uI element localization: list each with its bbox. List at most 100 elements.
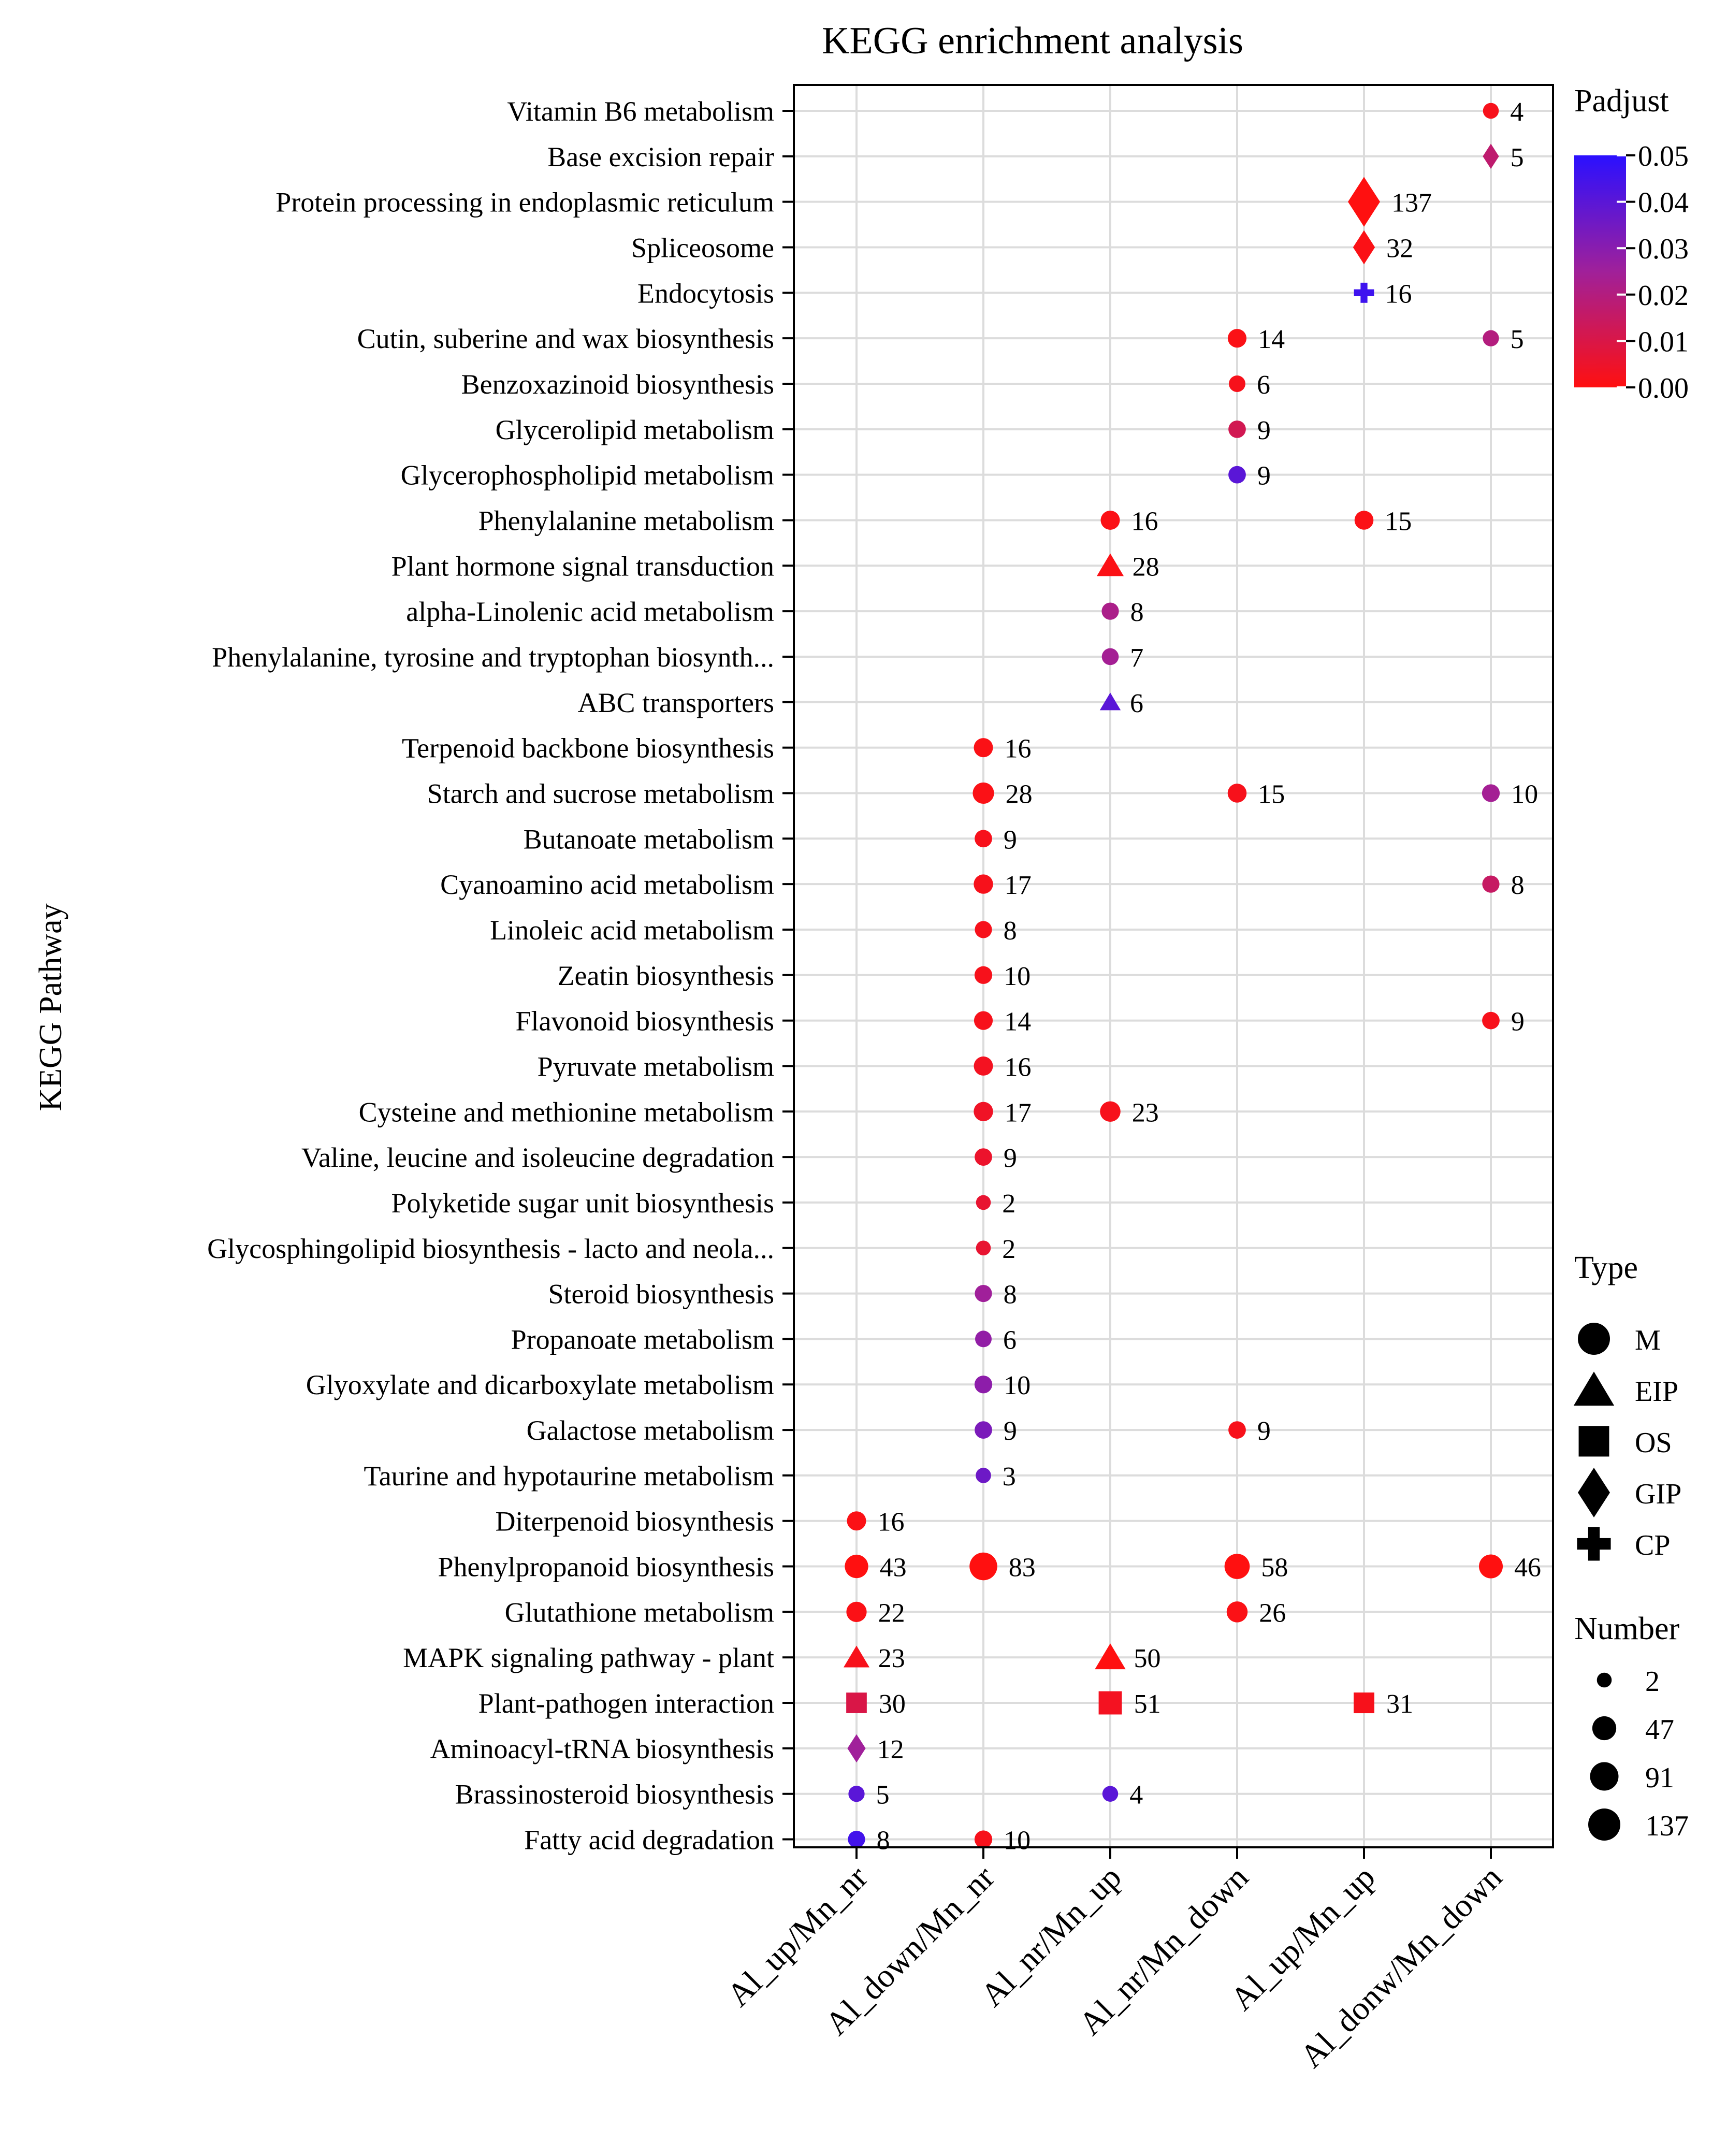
data-point — [974, 966, 993, 984]
data-point — [974, 874, 993, 894]
data-label: 5 — [876, 1781, 890, 1810]
y-axis-label: KEGG Pathway — [33, 903, 68, 1111]
data-point — [975, 921, 992, 938]
y-tick-label: Endocytosis — [637, 278, 774, 309]
data-label: 16 — [877, 1508, 904, 1537]
number-legend: Number 2 47 91 137 — [1574, 1611, 1689, 1842]
data-label: 46 — [1514, 1553, 1541, 1583]
data-label: 8 — [1130, 598, 1144, 627]
y-tick-label: Benzoxazinoid biosynthesis — [461, 369, 774, 400]
y-tick-label: Phenylalanine metabolism — [478, 505, 774, 536]
data-point — [976, 1195, 991, 1210]
data-point — [848, 1830, 865, 1848]
data-point — [1483, 103, 1499, 119]
data-point — [976, 1240, 991, 1256]
number-legend-label: 137 — [1645, 1810, 1689, 1842]
y-tick-label: alpha-Linolenic acid metabolism — [406, 596, 774, 627]
data-point — [1099, 692, 1121, 711]
data-label: 4 — [1129, 1781, 1143, 1810]
y-tick-label: Cutin, suberine and wax biosynthesis — [357, 323, 774, 354]
data-point — [975, 1421, 992, 1439]
data-point — [974, 738, 993, 758]
grid-lines — [794, 85, 1553, 1847]
y-tick-label: Cysteine and methionine metabolism — [359, 1096, 774, 1127]
y-tick-label: Glycerolipid metabolism — [496, 414, 774, 445]
data-label: 14 — [1004, 1007, 1031, 1037]
data-label: 10 — [1004, 1371, 1031, 1400]
data-label: 9 — [1511, 1007, 1525, 1037]
type-legend-label: EIP — [1635, 1376, 1678, 1408]
colorbar-tick-label: 0.01 — [1638, 326, 1689, 358]
type-legend-symbol — [1578, 1426, 1609, 1457]
data-point — [974, 1830, 993, 1848]
data-point — [974, 1102, 993, 1121]
colorbar-tick-label: 0.04 — [1638, 187, 1689, 219]
data-point — [1227, 784, 1247, 803]
data-point — [974, 1056, 993, 1076]
data-label: 16 — [1131, 507, 1158, 536]
y-tick-label: Diterpenoid biosynthesis — [496, 1506, 774, 1537]
data-point — [1100, 1101, 1121, 1122]
data-point — [1229, 375, 1245, 392]
y-tick-label: Base excision repair — [547, 141, 774, 172]
data-label: 10 — [1004, 962, 1031, 991]
y-tick-label: Glycerophospholipid metabolism — [401, 460, 774, 491]
data-point — [1101, 602, 1119, 620]
data-point — [976, 1468, 991, 1483]
data-point — [846, 1692, 867, 1713]
data-label: 28 — [1133, 552, 1159, 582]
type-legend-symbol — [1573, 1371, 1615, 1406]
data-label: 5 — [1511, 325, 1524, 354]
chart-title: KEGG enrichment analysis — [822, 20, 1243, 62]
data-point — [1228, 1421, 1246, 1439]
data-label: 83 — [1009, 1553, 1036, 1583]
data-point — [1228, 466, 1246, 484]
data-label: 9 — [1257, 461, 1271, 491]
data-point — [1224, 1554, 1250, 1579]
type-legend-label: M — [1635, 1324, 1661, 1356]
data-label: 51 — [1134, 1689, 1161, 1719]
type-legend-label: CP — [1635, 1529, 1671, 1561]
data-point — [1483, 330, 1499, 346]
data-label: 10 — [1004, 1826, 1031, 1856]
data-label: 16 — [1004, 1052, 1031, 1082]
colorbar-tick-label: 0.05 — [1638, 140, 1689, 172]
data-point — [975, 1148, 992, 1166]
data-label: 50 — [1134, 1644, 1160, 1673]
data-label: 8 — [1004, 916, 1017, 946]
data-label: 8 — [1511, 871, 1525, 900]
number-legend-symbol — [1588, 1808, 1620, 1841]
y-tick-label: Protein processing in endoplasmic reticu… — [275, 187, 774, 218]
data-label: 6 — [1257, 370, 1270, 400]
data-label: 3 — [1003, 1462, 1016, 1492]
data-point — [1098, 1691, 1122, 1715]
data-point — [1095, 1643, 1126, 1670]
type-legend-symbol — [1578, 1323, 1610, 1355]
y-tick-label: Fatty acid degradation — [524, 1825, 774, 1856]
y-tick-label: Valine, leucine and isoleucine degradati… — [301, 1142, 774, 1173]
data-label: 2 — [1002, 1235, 1015, 1264]
data-label: 9 — [1004, 825, 1017, 855]
y-tick-label: Phenylpropanoid biosynthesis — [438, 1552, 774, 1583]
y-tick-label: Pyruvate metabolism — [538, 1051, 774, 1082]
data-point — [1354, 511, 1374, 530]
data-label: 31 — [1386, 1689, 1413, 1719]
data-label: 23 — [878, 1644, 905, 1673]
data-point — [974, 1011, 993, 1030]
data-point — [847, 1734, 866, 1763]
y-tick-label: Starch and sucrose metabolism — [427, 778, 774, 809]
data-point — [1227, 329, 1247, 348]
padjust-legend: Padjust 0.05 0.04 0.03 0.02 0.01 0.00 — [1574, 83, 1689, 404]
data-point — [1483, 143, 1499, 169]
data-point — [1228, 420, 1246, 438]
number-legend-title: Number — [1574, 1611, 1680, 1646]
y-tick-label: Brassinosteroid biosynthesis — [455, 1779, 775, 1810]
x-axis: Al_up/Mn_nrAl_down/Mn_nrAl_nr/Mn_upAl_nr… — [720, 1847, 1509, 2075]
data-point — [1102, 1786, 1119, 1802]
y-axis: Vitamin B6 metabolism Base excision repai… — [207, 96, 794, 1856]
padjust-colorbar-ticks: 0.05 0.04 0.03 0.02 0.01 0.00 — [1617, 140, 1689, 404]
data-point — [1482, 784, 1500, 802]
data-label: 9 — [1004, 1144, 1017, 1173]
